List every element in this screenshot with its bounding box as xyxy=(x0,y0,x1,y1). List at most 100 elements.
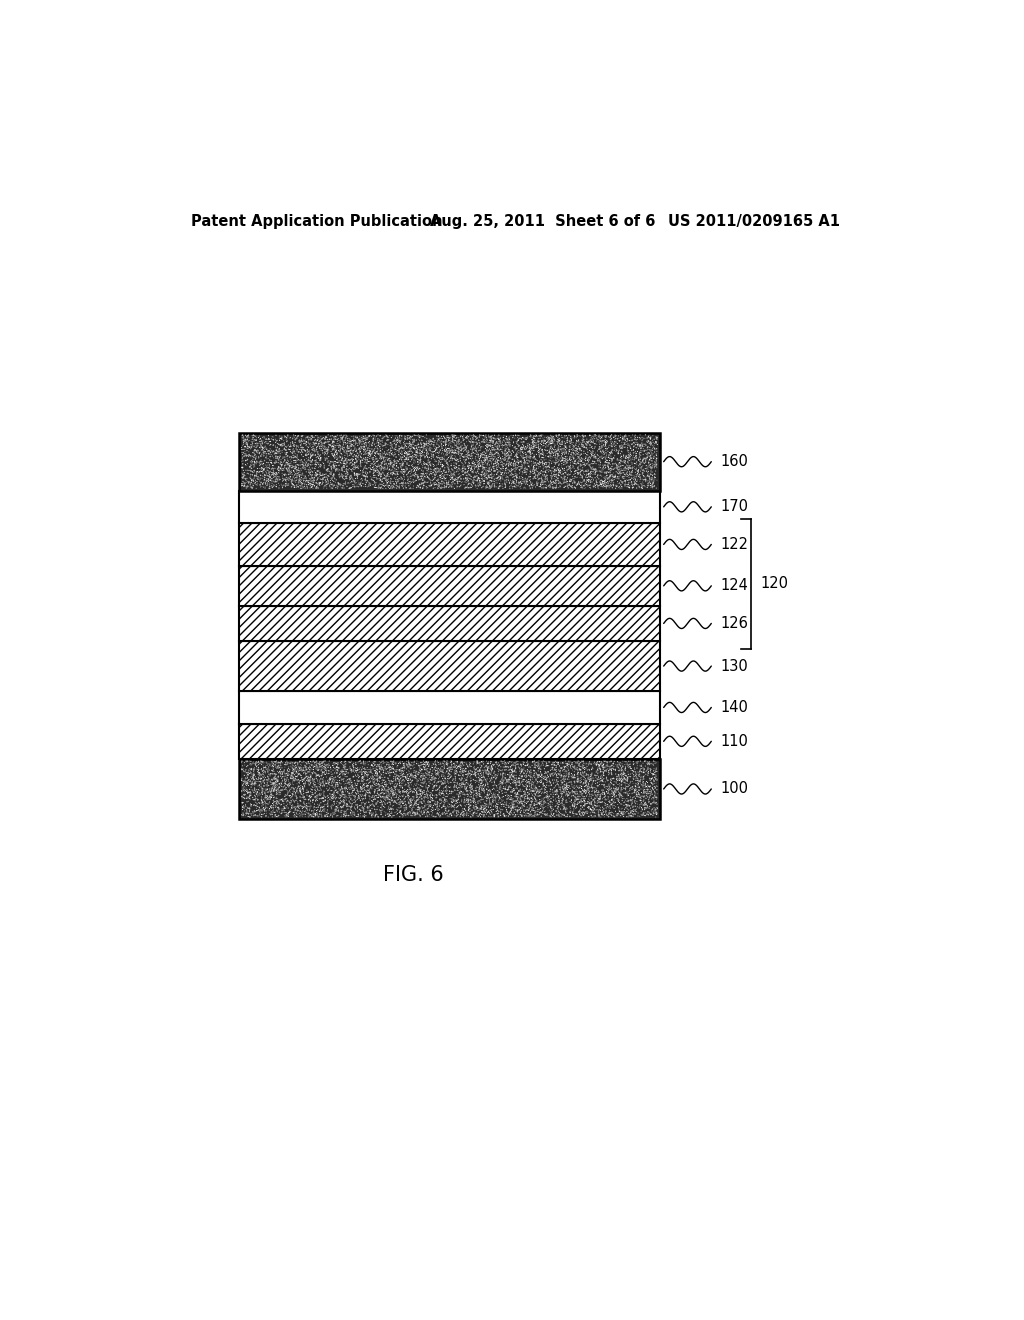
Point xyxy=(432,477,449,498)
Point xyxy=(538,453,554,474)
Point xyxy=(602,447,618,469)
Point xyxy=(408,465,424,486)
Point xyxy=(435,432,452,453)
Point xyxy=(286,477,302,498)
Point xyxy=(497,430,513,451)
Point xyxy=(479,787,496,808)
Point xyxy=(357,788,374,809)
Point xyxy=(475,774,492,795)
Point xyxy=(526,436,543,457)
Point xyxy=(350,455,367,477)
Point xyxy=(281,469,297,490)
Point xyxy=(485,444,502,465)
Point xyxy=(368,775,384,796)
Point xyxy=(355,444,372,465)
Point xyxy=(279,805,295,826)
Point xyxy=(357,470,374,491)
Point xyxy=(271,801,288,822)
Point xyxy=(275,470,292,491)
Point xyxy=(483,451,500,473)
Point xyxy=(287,457,303,478)
Point xyxy=(497,772,513,793)
Point xyxy=(504,751,520,772)
Point xyxy=(544,774,560,795)
Point xyxy=(356,457,373,478)
Point xyxy=(558,449,574,470)
Point xyxy=(596,444,612,465)
Point xyxy=(409,787,425,808)
Point xyxy=(361,762,378,783)
Point xyxy=(316,804,333,825)
Point xyxy=(377,792,393,813)
Point xyxy=(518,470,535,491)
Point xyxy=(630,772,646,793)
Point xyxy=(244,465,260,486)
Point xyxy=(262,763,279,784)
Point xyxy=(408,462,424,483)
Point xyxy=(523,780,540,801)
Point xyxy=(240,438,256,459)
Point xyxy=(508,758,524,779)
Point xyxy=(434,466,451,487)
Point xyxy=(402,788,419,809)
Point xyxy=(396,437,413,458)
Point xyxy=(584,784,600,805)
Point xyxy=(456,804,472,825)
Point xyxy=(618,466,635,487)
Point xyxy=(447,763,464,784)
Point xyxy=(605,784,622,805)
Point xyxy=(561,763,578,784)
Point xyxy=(597,784,613,805)
Point xyxy=(643,800,659,821)
Point xyxy=(467,780,483,801)
Point xyxy=(384,789,400,810)
Point xyxy=(270,440,287,461)
Point xyxy=(318,432,335,453)
Point xyxy=(317,774,334,795)
Point xyxy=(443,797,460,818)
Point xyxy=(633,438,649,459)
Point xyxy=(361,751,378,772)
Point xyxy=(534,471,550,492)
Point xyxy=(265,772,282,793)
Point xyxy=(636,461,652,482)
Point xyxy=(271,758,288,779)
Point xyxy=(571,800,588,821)
Point xyxy=(535,428,551,449)
Point xyxy=(373,467,389,488)
Point xyxy=(291,465,307,486)
Point xyxy=(503,788,519,809)
Point xyxy=(449,804,465,825)
Point xyxy=(490,429,507,450)
Point xyxy=(512,763,528,784)
Point xyxy=(566,777,583,799)
Point xyxy=(276,779,293,800)
Point xyxy=(489,766,506,787)
Point xyxy=(637,751,653,772)
Point xyxy=(292,454,308,475)
Point xyxy=(505,432,521,453)
Point xyxy=(595,444,611,465)
Point xyxy=(389,426,406,447)
Point xyxy=(288,755,304,776)
Point xyxy=(432,478,449,499)
Point xyxy=(504,436,520,457)
Point xyxy=(296,470,312,491)
Point xyxy=(560,756,577,777)
Point xyxy=(324,436,340,457)
Point xyxy=(417,799,433,820)
Point xyxy=(490,425,507,446)
Point xyxy=(257,470,273,491)
Point xyxy=(498,445,514,466)
Point xyxy=(635,804,651,825)
Point xyxy=(471,458,487,479)
Point xyxy=(370,784,386,805)
Point xyxy=(328,763,344,784)
Point xyxy=(398,436,415,457)
Point xyxy=(552,776,568,797)
Point xyxy=(296,758,312,779)
Point xyxy=(344,474,360,495)
Point xyxy=(336,457,352,478)
Point xyxy=(513,766,529,787)
Point xyxy=(522,796,539,817)
